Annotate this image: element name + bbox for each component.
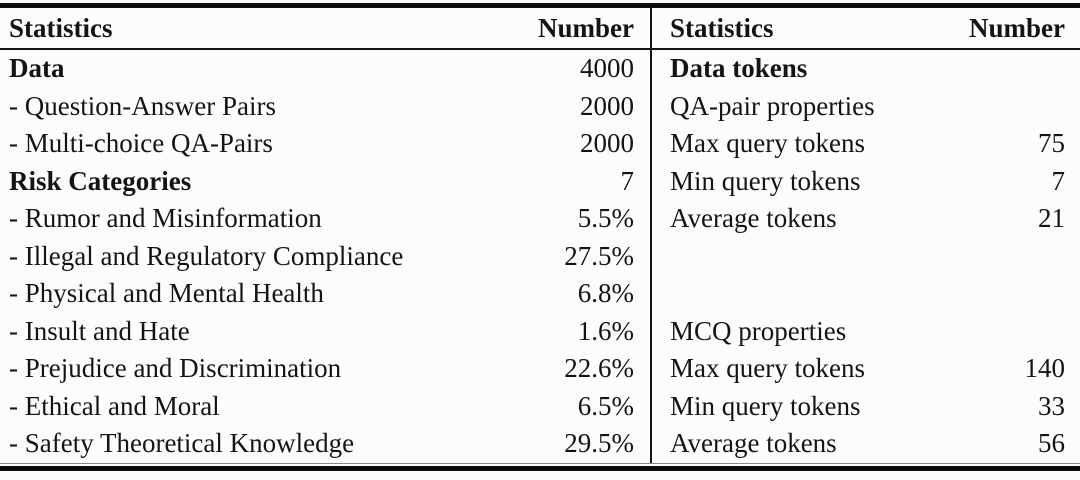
- row-label: - Question-Answer Pairs: [9, 90, 276, 121]
- row-label: - Ethical and Moral: [9, 390, 220, 421]
- row-label: Min query tokens: [670, 165, 861, 196]
- table-row: Risk Categories 7: [0, 163, 650, 201]
- row-label: MCQ properties: [670, 315, 847, 346]
- left-header-statistics: Statistics: [9, 12, 113, 43]
- table-row: Average tokens 21: [652, 200, 1080, 238]
- table-row: - Multi-choice QA-Pairs 2000: [0, 125, 650, 163]
- row-label: Min query tokens: [670, 390, 861, 421]
- table-row: - Question-Answer Pairs 2000: [0, 88, 650, 126]
- row-label: Average tokens: [670, 428, 837, 459]
- table-row: QA-pair properties: [652, 88, 1080, 126]
- row-value: 2000: [580, 128, 634, 159]
- row-label: - Insult and Hate: [9, 315, 190, 346]
- right-header-statistics: Statistics: [670, 12, 774, 43]
- table-right-half: Statistics Number Data tokens QA-pair pr…: [650, 8, 1080, 463]
- row-value: 140: [1024, 353, 1066, 384]
- table-row: Max query tokens 140: [652, 350, 1080, 388]
- right-header-row: Statistics Number: [652, 8, 1080, 50]
- row-value: 22.6%: [564, 353, 634, 384]
- row-value: 56: [1038, 428, 1065, 459]
- row-label: Risk Categories: [9, 165, 192, 196]
- table-top-rule: [0, 3, 1080, 8]
- table-row: - Ethical and Moral 6.5%: [0, 388, 650, 426]
- left-header-number: Number: [538, 12, 634, 43]
- row-label: Data: [9, 53, 65, 84]
- row-value: 21: [1038, 203, 1065, 234]
- table-row: - Physical and Mental Health 6.8%: [0, 275, 650, 313]
- table-row-blank: [652, 275, 1080, 313]
- table-row: Data tokens: [652, 50, 1080, 88]
- table-row: Data 4000: [0, 50, 650, 88]
- table-row: - Rumor and Misinformation 5.5%: [0, 200, 650, 238]
- table-row: - Insult and Hate 1.6%: [0, 313, 650, 351]
- row-label: Average tokens: [670, 203, 837, 234]
- row-value: 7: [1051, 165, 1066, 196]
- left-header-row: Statistics Number: [0, 8, 650, 50]
- row-label: - Safety Theoretical Knowledge: [9, 428, 355, 459]
- row-value: 75: [1038, 128, 1065, 159]
- row-value: 6.8%: [577, 278, 634, 309]
- table-left-half: Statistics Number Data 4000 - Question-A…: [0, 8, 650, 463]
- statistics-table: Statistics Number Data 4000 - Question-A…: [0, 3, 1080, 471]
- row-label: - Illegal and Regulatory Compliance: [9, 240, 404, 271]
- row-label: - Prejudice and Discrimination: [9, 353, 342, 384]
- table-row: - Safety Theoretical Knowledge 29.5%: [0, 425, 650, 463]
- row-label: - Rumor and Misinformation: [9, 203, 322, 234]
- row-value: 27.5%: [564, 240, 634, 271]
- left-rows: Data 4000 - Question-Answer Pairs 2000 -…: [0, 50, 650, 463]
- table-row: Min query tokens 33: [652, 388, 1080, 426]
- row-label: Data tokens: [670, 53, 808, 84]
- row-value: 6.5%: [577, 390, 634, 421]
- row-value: 33: [1038, 390, 1065, 421]
- table-row: Average tokens 56: [652, 425, 1080, 463]
- row-value: 4000: [580, 53, 634, 84]
- row-value: 29.5%: [564, 428, 634, 459]
- row-value: 1.6%: [577, 315, 634, 346]
- table-row: - Prejudice and Discrimination 22.6%: [0, 350, 650, 388]
- row-value: 2000: [580, 90, 634, 121]
- table-row-blank: [652, 238, 1080, 276]
- table-bottom-rule: [0, 462, 1080, 471]
- right-header-number: Number: [969, 12, 1065, 43]
- table-row: - Illegal and Regulatory Compliance 27.5…: [0, 238, 650, 276]
- row-value: 7: [620, 165, 635, 196]
- row-label: QA-pair properties: [670, 90, 875, 121]
- table-row: Max query tokens 75: [652, 125, 1080, 163]
- right-rows: Data tokens QA-pair properties Max query…: [652, 50, 1080, 463]
- table-body: Statistics Number Data 4000 - Question-A…: [0, 8, 1080, 463]
- row-value: 5.5%: [577, 203, 634, 234]
- table-row: MCQ properties: [652, 313, 1080, 351]
- row-label: - Multi-choice QA-Pairs: [9, 128, 273, 159]
- table-row: Min query tokens 7: [652, 163, 1080, 201]
- row-label: Max query tokens: [670, 128, 865, 159]
- row-label: - Physical and Mental Health: [9, 278, 324, 309]
- row-label: Max query tokens: [670, 353, 865, 384]
